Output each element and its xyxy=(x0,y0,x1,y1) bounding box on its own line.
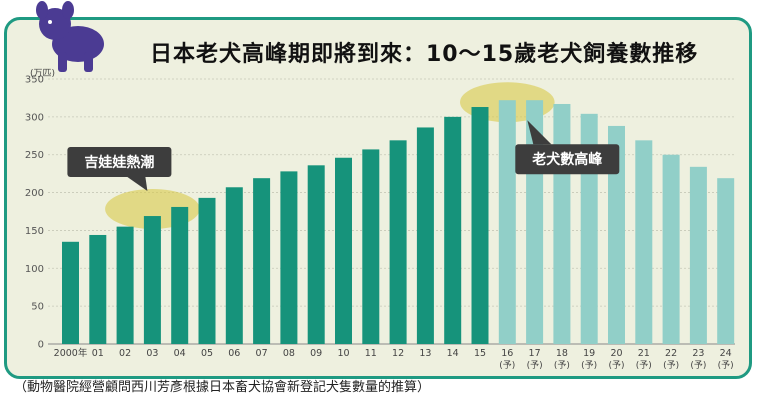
bar-actual xyxy=(62,241,79,344)
bar-actual xyxy=(444,116,462,344)
bar-actual xyxy=(253,178,271,344)
x-tick-label: 21 xyxy=(638,348,650,359)
footnote: （動物醫院經營顧問西川芳彥根據日本畜犬協會新登記犬隻數量的推算） xyxy=(14,380,431,395)
x-tick-label: 20 xyxy=(610,348,622,359)
callout-label: 老犬數高峰 xyxy=(532,151,603,168)
x-tick-projected-marker: (予) xyxy=(718,360,734,371)
x-tick-label: 24 xyxy=(720,348,732,359)
bar-actual xyxy=(171,206,189,344)
x-tick-label: 12 xyxy=(392,348,404,359)
bar-actual xyxy=(471,107,489,344)
x-tick-projected-marker: (予) xyxy=(663,360,679,371)
y-axis-unit: (万匹) xyxy=(30,69,56,79)
x-tick-label: 01 xyxy=(92,348,104,359)
bar-projected xyxy=(608,125,625,344)
x-tick-label: 02 xyxy=(119,348,131,359)
chart-title: 日本老犬高峰期即將到來：10～15歲老犬飼養數推移 xyxy=(150,42,699,67)
bar-projected xyxy=(662,154,680,344)
x-tick-projected-marker: (予) xyxy=(636,360,652,371)
bar-actual xyxy=(389,140,407,344)
y-tick-label: 50 xyxy=(31,302,44,313)
dog-mascot-icon xyxy=(36,1,104,72)
x-tick-label: 16 xyxy=(501,348,513,359)
x-tick-projected-marker: (予) xyxy=(608,360,624,371)
y-tick-label: 0 xyxy=(38,340,44,351)
bar-actual xyxy=(416,127,434,344)
bar-projected xyxy=(689,166,707,344)
y-tick-label: 150 xyxy=(25,226,44,237)
bar-actual xyxy=(335,157,352,344)
callout-pointer xyxy=(127,176,148,191)
x-tick-label: 08 xyxy=(283,348,295,359)
bar-actual xyxy=(89,234,107,344)
y-tick-label: 100 xyxy=(25,264,44,275)
y-tick-label: 350 xyxy=(25,75,44,86)
x-tick-projected-marker: (予) xyxy=(554,360,570,371)
bar-actual xyxy=(116,226,134,344)
bar-projected xyxy=(635,140,653,344)
bar-actual xyxy=(143,216,161,344)
x-tick-projected-marker: (予) xyxy=(499,360,515,371)
x-tick-label: 15 xyxy=(474,348,486,359)
x-tick-projected-marker: (予) xyxy=(581,360,597,371)
x-tick-label: 14 xyxy=(447,348,459,359)
x-tick-label: 13 xyxy=(419,348,431,359)
callout-box xyxy=(67,146,172,177)
x-tick-projected-marker: (予) xyxy=(690,360,706,371)
x-tick-label: 17 xyxy=(529,348,541,359)
bar-actual xyxy=(362,149,380,344)
y-tick-label: 300 xyxy=(25,112,44,123)
callout-label: 吉娃娃熱潮 xyxy=(84,154,154,171)
bar-actual xyxy=(307,165,325,344)
x-tick-label: 23 xyxy=(692,348,704,359)
x-tick-label: 05 xyxy=(201,348,213,359)
bar-actual xyxy=(198,197,216,344)
x-tick-label: 22 xyxy=(665,348,677,359)
y-tick-label: 200 xyxy=(25,188,44,199)
x-tick-label: 06 xyxy=(228,348,240,359)
x-tick-label: 07 xyxy=(256,348,268,359)
bar-actual xyxy=(225,187,243,344)
callout-pointer xyxy=(527,120,552,145)
x-tick-label: 09 xyxy=(310,348,322,359)
x-tick-label: 04 xyxy=(174,348,186,359)
x-tick-label: 19 xyxy=(583,348,595,359)
y-tick-label: 250 xyxy=(25,150,44,161)
bar-projected xyxy=(498,100,516,344)
x-tick-label: 18 xyxy=(556,348,568,359)
x-tick-label: 2000年 xyxy=(54,347,88,359)
bar-projected xyxy=(553,103,571,344)
callout-box xyxy=(515,144,620,175)
x-tick-label: 11 xyxy=(365,348,377,359)
x-tick-label: 03 xyxy=(146,348,158,359)
x-tick-label: 10 xyxy=(337,348,349,359)
bar-projected xyxy=(717,178,735,344)
bar-actual xyxy=(280,171,298,344)
x-tick-projected-marker: (予) xyxy=(527,360,543,371)
